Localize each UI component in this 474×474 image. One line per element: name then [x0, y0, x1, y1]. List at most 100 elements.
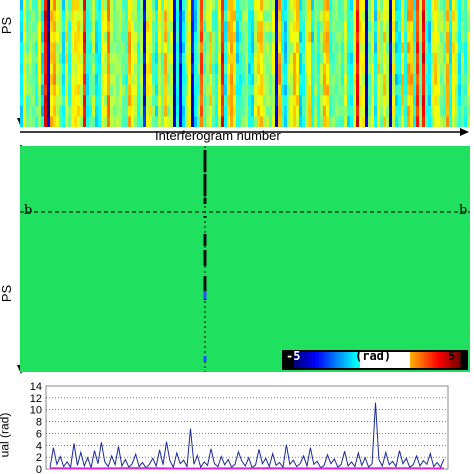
top-heatmap-cell — [332, 105, 336, 117]
top-heatmap-cell — [53, 0, 57, 11]
top-heatmap-cell — [41, 31, 45, 43]
top-heatmap-cell — [356, 21, 360, 33]
top-heatmap-cell — [347, 52, 351, 64]
top-heatmap-cell — [341, 105, 345, 117]
top-heatmap-cell — [314, 0, 318, 11]
top-heatmap-cell — [395, 63, 399, 75]
top-heatmap-cell — [62, 74, 66, 86]
top-heatmap-cell — [155, 105, 159, 117]
top-heatmap-cell — [284, 116, 288, 127]
top-heatmap-cell — [311, 0, 315, 11]
top-heatmap-cell — [347, 84, 351, 96]
top-heatmap-cell — [68, 63, 72, 75]
top-heatmap-cell — [92, 84, 96, 96]
top-heatmap-cell — [272, 52, 276, 64]
top-heatmap-cell — [392, 52, 396, 64]
top-heatmap-cell — [290, 0, 294, 11]
top-heatmap-cell — [347, 95, 351, 107]
y-tick-label: 6 — [36, 428, 42, 440]
top-heatmap-cell — [152, 21, 156, 33]
top-heatmap-cell — [224, 105, 228, 117]
top-heatmap-cell — [443, 0, 447, 11]
outlier-segment — [203, 291, 207, 299]
top-heatmap-cell — [416, 52, 420, 64]
top-heatmap-cell — [56, 63, 60, 75]
top-heatmap-cell — [215, 31, 219, 43]
top-heatmap-cell — [80, 116, 84, 127]
top-heatmap-cell — [32, 95, 36, 107]
top-heatmap-cell — [206, 95, 210, 107]
top-heatmap-cell — [242, 21, 246, 33]
top-heatmap-cell — [212, 63, 216, 75]
top-heatmap-cell — [308, 21, 312, 33]
top-heatmap-cell — [404, 10, 408, 22]
colorbar-unit-box — [360, 352, 410, 368]
top-heatmap-cell — [428, 63, 432, 75]
top-heatmap-cell — [53, 31, 57, 43]
top-heatmap-cell — [368, 10, 372, 22]
top-heatmap-cell — [53, 74, 57, 86]
top-heatmap-cell — [467, 10, 470, 22]
top-heatmap-cell — [251, 42, 255, 54]
top-heatmap-cell — [86, 84, 90, 96]
top-heatmap-cell — [311, 84, 315, 96]
top-heatmap-cell — [422, 52, 426, 64]
top-heatmap-cell — [146, 63, 150, 75]
top-heatmap-cell — [185, 84, 189, 96]
top-heatmap-cell — [344, 21, 348, 33]
top-heatmap-cell — [404, 52, 408, 64]
top-heatmap-cell — [344, 31, 348, 43]
top-heatmap-cell — [251, 52, 255, 64]
top-heatmap-cell — [173, 74, 177, 86]
top-heatmap-cell — [416, 74, 420, 86]
top-heatmap-cell — [449, 74, 453, 86]
top-heatmap-cell — [395, 52, 399, 64]
top-heatmap-cell — [443, 63, 447, 75]
top-heatmap-cell — [230, 105, 234, 117]
top-heatmap-cell — [266, 31, 270, 43]
top-heatmap-cell — [245, 0, 249, 11]
top-heatmap-cell — [332, 42, 336, 54]
colorbar-step — [324, 352, 328, 368]
top-heatmap-cell — [284, 42, 288, 54]
top-heatmap-cell — [416, 10, 420, 22]
top-heatmap-cell — [143, 63, 147, 75]
top-heatmap-cell — [176, 0, 180, 11]
top-heatmap-cell — [116, 31, 120, 43]
top-heatmap-cell — [188, 21, 192, 33]
top-heatmap-cell — [395, 31, 399, 43]
top-heatmap-cell — [407, 116, 411, 127]
top-heatmap-cell — [224, 116, 228, 127]
top-xlabel: Interferogram number — [155, 128, 281, 143]
top-heatmap-cell — [368, 31, 372, 43]
top-heatmap-cell — [71, 31, 75, 43]
top-heatmap-cell — [392, 0, 396, 11]
top-heatmap-cell — [356, 63, 360, 75]
top-heatmap-cell — [65, 63, 69, 75]
top-heatmap-cell — [431, 84, 435, 96]
top-heatmap-cell — [353, 63, 357, 75]
top-heatmap-cell — [179, 63, 183, 75]
top-heatmap-cell — [182, 116, 186, 127]
top-heatmap-cell — [407, 31, 411, 43]
top-heatmap-cell — [140, 74, 144, 86]
top-heatmap-cell — [35, 95, 39, 107]
top-heatmap-cell — [143, 31, 147, 43]
top-heatmap-cell — [257, 116, 261, 127]
top-heatmap-cell — [209, 42, 213, 54]
top-heatmap-cell — [98, 74, 102, 86]
top-heatmap-cell — [44, 0, 48, 11]
top-heatmap-cell — [53, 52, 57, 64]
top-heatmap-cell — [209, 95, 213, 107]
top-heatmap-cell — [212, 42, 216, 54]
top-heatmap-cell — [92, 95, 96, 107]
middle-heatmap-background — [20, 146, 470, 372]
top-heatmap-cell — [266, 95, 270, 107]
top-heatmap-cell — [269, 105, 273, 117]
top-heatmap-cell — [191, 95, 195, 107]
top-heatmap-cell — [260, 74, 264, 86]
colorbar-step — [310, 352, 314, 368]
top-heatmap-cell — [377, 31, 381, 43]
top-heatmap-cell — [65, 31, 69, 43]
